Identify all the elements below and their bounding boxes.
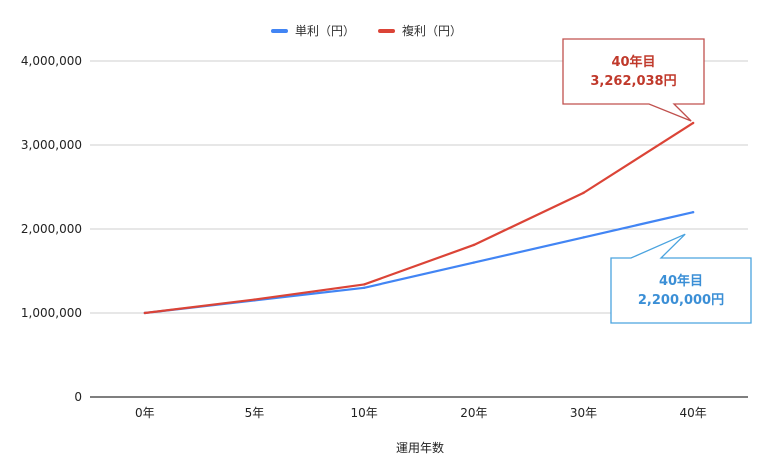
x-tick-label: 30年 — [570, 406, 597, 420]
y-tick-label: 1,000,000 — [21, 306, 82, 320]
data-point — [253, 298, 256, 301]
y-tick-label: 2,000,000 — [21, 222, 82, 236]
y-tick-label: 3,000,000 — [21, 138, 82, 152]
callout-box — [562, 38, 705, 122]
data-point — [362, 283, 366, 286]
callout-box — [610, 233, 752, 324]
data-point — [691, 211, 695, 214]
data-point — [472, 261, 476, 264]
data-point — [582, 191, 585, 195]
legend-label: 複利（円） — [402, 23, 462, 38]
data-point — [472, 243, 476, 247]
x-tick-label: 40年 — [680, 406, 707, 420]
callout-line1: 40年目 — [611, 54, 655, 70]
callout-line2: 2,200,000円 — [638, 293, 724, 308]
data-point — [691, 121, 695, 125]
legend: 単利（円） 複利（円） — [271, 23, 462, 38]
series-line — [144, 122, 694, 315]
callout-line1: 40年目 — [659, 273, 703, 289]
y-axis: 0 1,000,000 2,000,000 3,000,000 4,000,000 — [21, 54, 82, 404]
callout-line2: 3,262,038円 — [590, 74, 676, 89]
series-lines — [143, 121, 695, 315]
legend-label: 単利（円） — [295, 24, 355, 38]
x-tick-label: 10年 — [351, 406, 378, 420]
data-point — [362, 286, 366, 289]
x-tick-label: 0年 — [135, 406, 155, 420]
data-point — [582, 236, 585, 239]
x-axis: 0年 5年 10年 20年 30年 40年 — [135, 406, 707, 420]
y-tick-label: 4,000,000 — [21, 54, 82, 68]
x-axis-title: 運用年数 — [396, 440, 444, 455]
y-tick-label: 0 — [74, 390, 82, 404]
grid-lines — [90, 60, 748, 398]
data-point — [143, 311, 147, 315]
annotations: 40年目 3,262,038円 40年目 2,200,000円 — [562, 38, 752, 324]
x-tick-label: 5年 — [245, 406, 265, 420]
x-tick-label: 20年 — [460, 406, 487, 420]
